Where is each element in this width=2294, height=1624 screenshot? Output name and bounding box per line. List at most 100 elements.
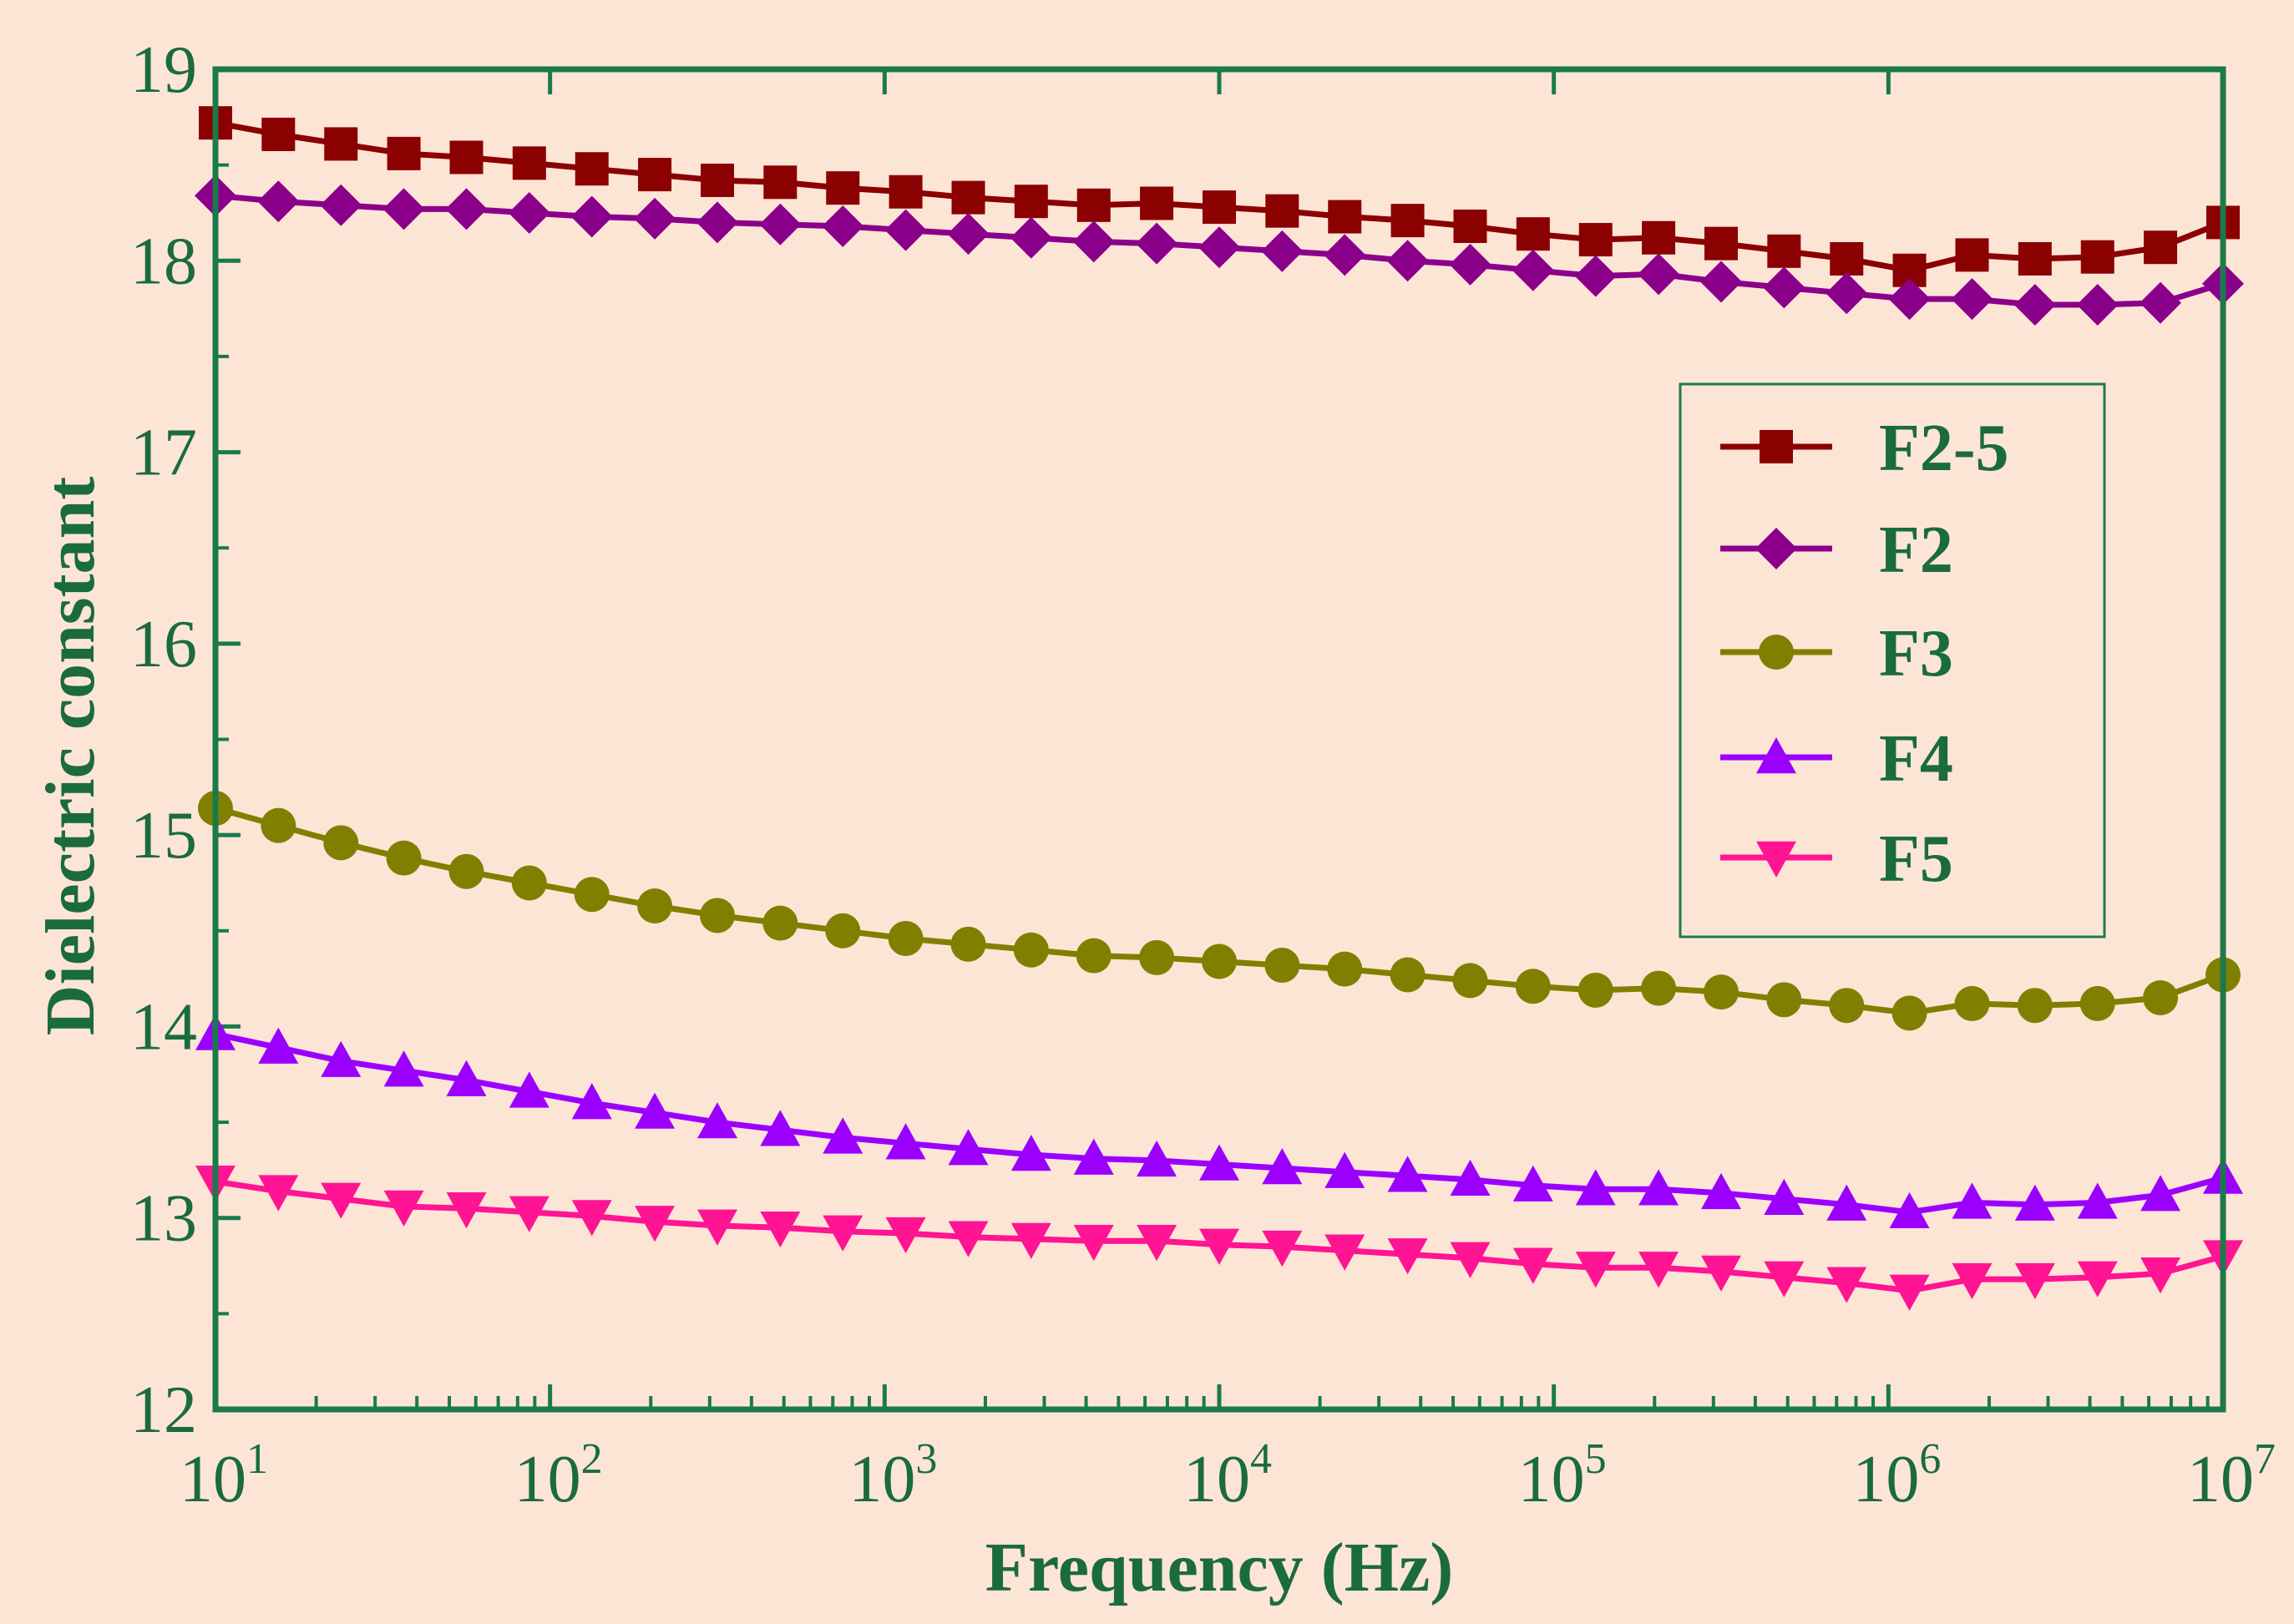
legend-label-f5: F5 [1879, 822, 1953, 896]
series-f4 [195, 1014, 2243, 1229]
data-point-f2 [884, 209, 927, 251]
data-point-f4 [2014, 1184, 2055, 1221]
data-point-f4 [1952, 1182, 1993, 1219]
data-point-f2-5 [638, 158, 672, 192]
data-point-f3 [637, 888, 673, 923]
data-point-f4 [1638, 1169, 1679, 1206]
legend-entry-f2-5: F2-5 [1720, 412, 2009, 485]
data-point-f5 [1073, 1225, 1114, 1262]
data-point-f2-5 [826, 171, 860, 205]
legend-label-f2: F2 [1879, 514, 1953, 587]
data-point-f2 [1512, 249, 1554, 291]
data-point-f5 [1826, 1267, 1867, 1303]
series-layer [195, 106, 2244, 1311]
legend-marker-f2 [1755, 528, 1797, 569]
data-point-f2-5 [2080, 240, 2114, 274]
data-point-f4 [635, 1092, 676, 1129]
data-point-f3 [323, 825, 359, 861]
data-point-f2 [634, 197, 676, 240]
data-point-f4 [2077, 1182, 2118, 1219]
data-point-f2 [382, 188, 425, 230]
x-tick-label-1e4: 104 [1183, 1435, 1272, 1516]
data-point-f4 [885, 1123, 926, 1160]
y-tick-label-16: 16 [130, 608, 197, 681]
data-point-f3 [261, 807, 296, 843]
data-point-f2-5 [1642, 220, 1676, 255]
data-point-f5 [2077, 1261, 2118, 1298]
data-point-f2 [696, 201, 738, 244]
data-point-f4 [823, 1117, 863, 1154]
data-point-f3 [1264, 948, 1300, 984]
data-point-f4 [2140, 1175, 2181, 1212]
data-point-f3 [2079, 985, 2115, 1021]
data-point-f5 [258, 1175, 299, 1212]
data-point-f3 [950, 926, 986, 962]
data-point-f2-5 [2018, 241, 2052, 276]
data-point-f3 [1202, 944, 1237, 979]
data-point-f2 [759, 203, 802, 245]
data-point-f3 [1390, 957, 1426, 993]
series-f2 [195, 175, 2244, 326]
data-point-f5 [1638, 1252, 1679, 1288]
data-point-f3 [825, 913, 861, 949]
data-point-f3 [1577, 972, 1613, 1008]
data-point-f5 [1764, 1261, 1805, 1298]
data-point-f4 [1512, 1165, 1553, 1202]
x-tick-label-1e3: 103 [848, 1435, 937, 1516]
data-point-f2 [445, 188, 488, 230]
x-tick-label-1e2: 102 [514, 1435, 603, 1516]
data-point-f2 [2013, 284, 2056, 326]
data-point-f2-5 [449, 140, 484, 175]
x-axis-title: Frequency (Hz) [985, 1529, 1454, 1606]
data-point-f2 [1763, 266, 1805, 309]
data-point-f4 [1450, 1159, 1491, 1196]
data-point-f3 [1515, 969, 1551, 1004]
data-point-f2 [1136, 222, 1178, 265]
data-point-f2 [1449, 243, 1491, 286]
data-point-f2 [1638, 253, 1680, 296]
legend-label-f2-5: F2-5 [1879, 412, 2009, 485]
y-axis-title: Dielectric constant [32, 477, 109, 1035]
data-point-f3 [1452, 963, 1488, 999]
data-point-f5 [1387, 1238, 1428, 1275]
data-point-f3 [1766, 982, 1802, 1018]
data-point-f2 [570, 195, 613, 238]
data-point-f5 [1010, 1222, 1051, 1259]
data-point-f4 [383, 1050, 424, 1087]
data-point-f3 [1954, 985, 1990, 1021]
data-point-f2-5 [951, 180, 985, 215]
data-point-f5 [1889, 1274, 1930, 1311]
legend-marker-f3 [1759, 635, 1794, 670]
data-point-f2 [508, 191, 550, 234]
y-tick-label-19: 19 [130, 33, 197, 107]
data-point-f5 [1450, 1242, 1491, 1278]
data-point-f2-5 [1516, 217, 1550, 251]
data-point-f2 [947, 213, 990, 255]
data-point-f5 [446, 1192, 487, 1229]
data-point-f2 [1261, 230, 1304, 272]
axis-labels: 12 13 14 15 16 17 18 19 101 102 103 104 … [32, 33, 2276, 1606]
legend-entry-f4: F4 [1720, 722, 1953, 796]
data-point-f5 [321, 1182, 362, 1219]
data-point-f3 [2017, 988, 2053, 1024]
data-point-f2 [1700, 261, 1742, 303]
x-tick-label-1e1: 101 [180, 1435, 268, 1516]
data-point-f4 [1387, 1156, 1428, 1192]
data-point-f4 [1826, 1184, 1867, 1221]
y-tick-label-13: 13 [130, 1182, 197, 1256]
data-point-f4 [1199, 1144, 1239, 1181]
data-point-f4 [1262, 1148, 1303, 1185]
legend-label-f4: F4 [1879, 722, 1953, 796]
data-point-f5 [1262, 1230, 1303, 1267]
data-point-f5 [948, 1221, 989, 1257]
data-point-f2-5 [2144, 230, 2178, 265]
data-point-f2 [257, 180, 300, 223]
data-point-f3 [700, 898, 735, 933]
legend: F2-5 F2 F3 F4 F5 [1679, 382, 2106, 938]
data-point-f2 [822, 205, 864, 248]
legend-entry-f5: F5 [1720, 822, 1953, 896]
data-point-f4 [571, 1083, 612, 1120]
data-point-f5 [760, 1211, 801, 1248]
data-point-f3 [1704, 974, 1739, 1010]
